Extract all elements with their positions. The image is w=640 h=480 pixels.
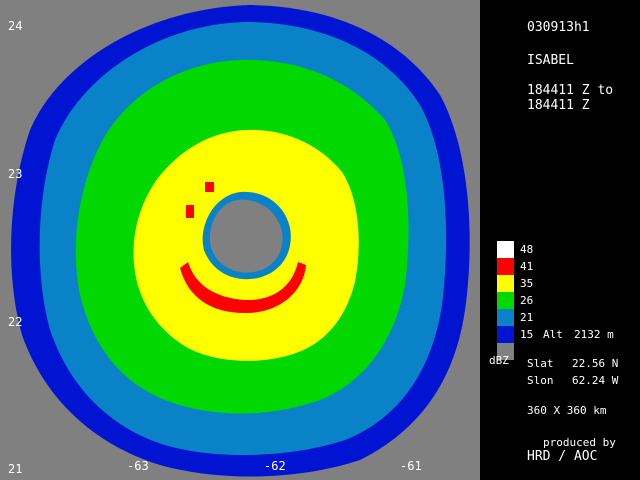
date-code: 030913h1 [527, 20, 590, 35]
legend-swatch-26 [497, 292, 514, 309]
slon-value: 62.24 W [572, 374, 619, 387]
legend-swatch-15 [497, 326, 514, 343]
legend-label-21: 21 [520, 311, 534, 324]
reflectivity-field [11, 5, 470, 477]
lat-tick-22: 22 [8, 315, 23, 329]
slat-label: Slat [527, 357, 554, 370]
alt-value: 2132 m [574, 328, 614, 341]
lat-tick-23: 23 [8, 167, 23, 181]
legend-label-26: 26 [520, 294, 534, 307]
legend-label-48: 48 [520, 243, 534, 256]
band-41dbz-north [186, 182, 214, 218]
time-from: 184411 Z to [527, 83, 614, 98]
legend-swatch-41 [497, 258, 514, 275]
legend-label-35: 35 [520, 277, 534, 290]
lon-tick-61: -61 [400, 459, 422, 473]
storm-name: ISABEL [527, 53, 574, 68]
legend-swatch-48 [497, 241, 514, 258]
lat-tick-24: 24 [8, 19, 23, 33]
domain-size: 360 X 360 km [527, 404, 607, 417]
time-to: 184411 Z [527, 98, 590, 113]
legend-label-15: 15 [520, 328, 534, 341]
eye [209, 199, 283, 273]
lon-tick-63: -63 [127, 459, 149, 473]
slon-label: Slon [527, 374, 554, 387]
info-panel: 030913h1 ISABEL 184411 Z to 184411 Z 48 … [480, 0, 640, 480]
lon-tick-62: -62 [264, 459, 286, 473]
slat-value: 22.56 N [572, 357, 619, 370]
produced-by: produced by [543, 436, 616, 449]
radar-reflectivity-map: 24 23 22 21 -63 -62 -61 [0, 0, 480, 480]
lat-tick-21: 21 [8, 462, 23, 476]
units-label: dBZ [489, 354, 509, 367]
producer: HRD / AOC [527, 449, 598, 464]
band-41dbz [180, 262, 306, 314]
legend-swatch-21 [497, 309, 514, 326]
legend-swatch-none [497, 343, 514, 360]
legend-label-41: 41 [520, 260, 534, 273]
alt-label: Alt [543, 328, 563, 341]
legend-swatch-35 [497, 275, 514, 292]
